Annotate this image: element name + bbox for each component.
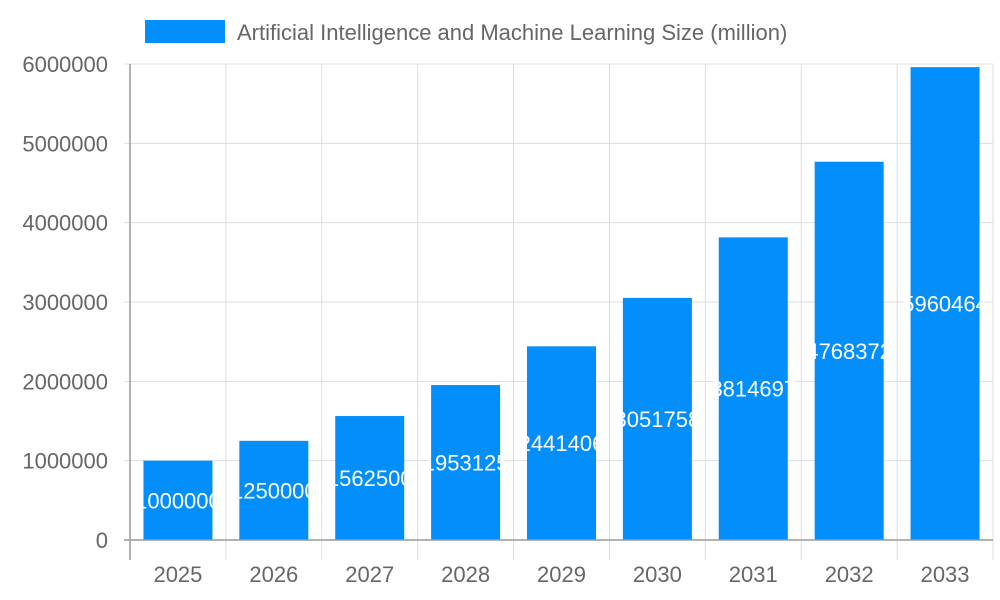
grid [124, 63, 994, 560]
x-tick-label: 2028 [441, 562, 490, 587]
x-tick-label: 2030 [633, 562, 682, 587]
bar [143, 460, 213, 540]
x-tick-label: 2033 [921, 562, 970, 587]
y-tick-label: 2000000 [22, 369, 108, 394]
bar [718, 237, 788, 540]
legend-swatch [145, 20, 225, 43]
x-tick-label: 2031 [729, 562, 778, 587]
y-tick-label: 6000000 [22, 52, 108, 77]
y-tick-label: 3000000 [22, 290, 108, 315]
x-tick-label: 2025 [153, 562, 202, 587]
x-tick-label: 2032 [825, 562, 874, 587]
data-label: 3051758 [615, 407, 701, 432]
y-tick-label: 0 [96, 528, 108, 553]
bar [814, 161, 884, 540]
y-tick-label: 4000000 [22, 211, 108, 236]
x-tick-label: 2027 [345, 562, 394, 587]
bar [910, 67, 980, 540]
legend[interactable]: Artificial Intelligence and Machine Lear… [145, 20, 787, 45]
data-label: 2441406 [519, 431, 605, 456]
legend-label: Artificial Intelligence and Machine Lear… [237, 20, 787, 45]
data-label: 5960464 [902, 292, 988, 317]
x-tick-label: 2029 [537, 562, 586, 587]
bar [239, 440, 309, 540]
data-label: 4768372 [806, 339, 892, 364]
data-label: 1953125 [423, 451, 509, 476]
bar [431, 385, 501, 540]
x-tick-label: 2026 [249, 562, 298, 587]
data-label: 1000000 [135, 488, 221, 513]
bars: 1000000 1250000 1562500 1953125 2441406 30517… [135, 67, 988, 540]
data-label: 3814697 [710, 377, 796, 402]
data-label: 1562500 [327, 466, 413, 491]
bar [622, 297, 692, 540]
bar [335, 416, 405, 540]
bar [527, 346, 596, 540]
data-label: 1250000 [231, 478, 317, 503]
y-tick-label: 1000000 [22, 449, 108, 474]
y-tick-label: 5000000 [22, 131, 108, 156]
axes: 0 1000000 2000000 3000000 4000000 5000000 6000… [22, 52, 993, 587]
